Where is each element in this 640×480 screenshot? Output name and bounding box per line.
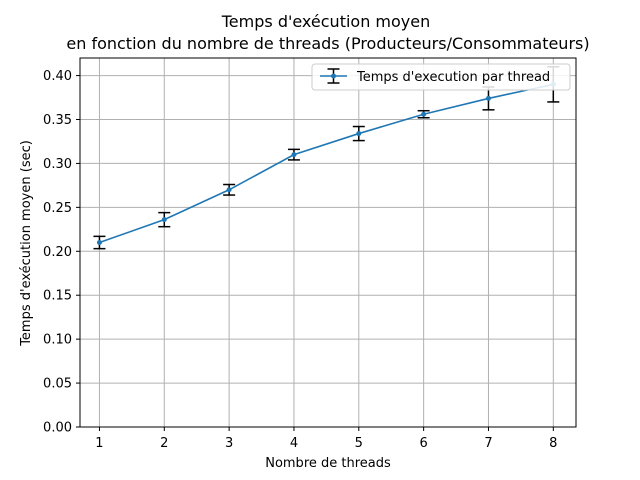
- y-tick-label: 0.30: [43, 157, 72, 172]
- plot-area: [93, 66, 560, 250]
- data-point: [161, 217, 167, 223]
- x-tick-label: 1: [95, 436, 103, 451]
- legend: Temps d'execution par thread: [311, 63, 571, 91]
- y-axis-ticks: 0.00 0.05 0.10 0.15 0.20 0.25 0.30 0.35 0.40: [43, 69, 80, 436]
- x-tick-label: 8: [549, 436, 557, 451]
- y-tick-label: 0.35: [43, 113, 72, 128]
- legend-box: [311, 63, 571, 91]
- legend-marker: [331, 73, 336, 79]
- data-point: [421, 111, 427, 117]
- y-tick-label: 0.25: [43, 201, 72, 216]
- x-axis-ticks: 1 2 3 4 5 6 7 8: [95, 427, 557, 451]
- y-tick-label: 0.15: [43, 289, 72, 304]
- series-line: [99, 83, 554, 244]
- data-point: [291, 152, 297, 158]
- x-tick-label: 3: [225, 436, 233, 451]
- y-tick-label: 0.40: [43, 69, 72, 84]
- y-tick-label: 0.20: [43, 245, 72, 260]
- x-axis-label: Nombre de threads: [265, 456, 391, 471]
- y-axis-label: Temps d'exécution moyen (sec): [19, 140, 34, 347]
- x-tick-label: 4: [290, 436, 298, 451]
- grid: [80, 58, 576, 428]
- y-tick-label: 0.05: [43, 377, 72, 392]
- x-tick-label: 2: [160, 436, 168, 451]
- chart-title-line-2: en fonction du nombre de threads (Produc…: [66, 34, 589, 53]
- plot-frame: [79, 57, 577, 428]
- x-tick-label: 6: [419, 436, 427, 451]
- y-tick-label: 0.10: [43, 333, 72, 348]
- x-tick-label: 7: [484, 436, 492, 451]
- data-point: [485, 95, 491, 101]
- data-point: [356, 131, 362, 137]
- y-tick-label: 0.00: [43, 421, 72, 436]
- data-point: [226, 187, 232, 193]
- x-tick-label: 5: [355, 436, 363, 451]
- data-point: [96, 240, 102, 245]
- legend-label: Temps d'execution par thread: [356, 70, 550, 85]
- chart-title-line-1: Temps d'exécution moyen: [221, 12, 431, 31]
- legend-swatch: [320, 68, 347, 84]
